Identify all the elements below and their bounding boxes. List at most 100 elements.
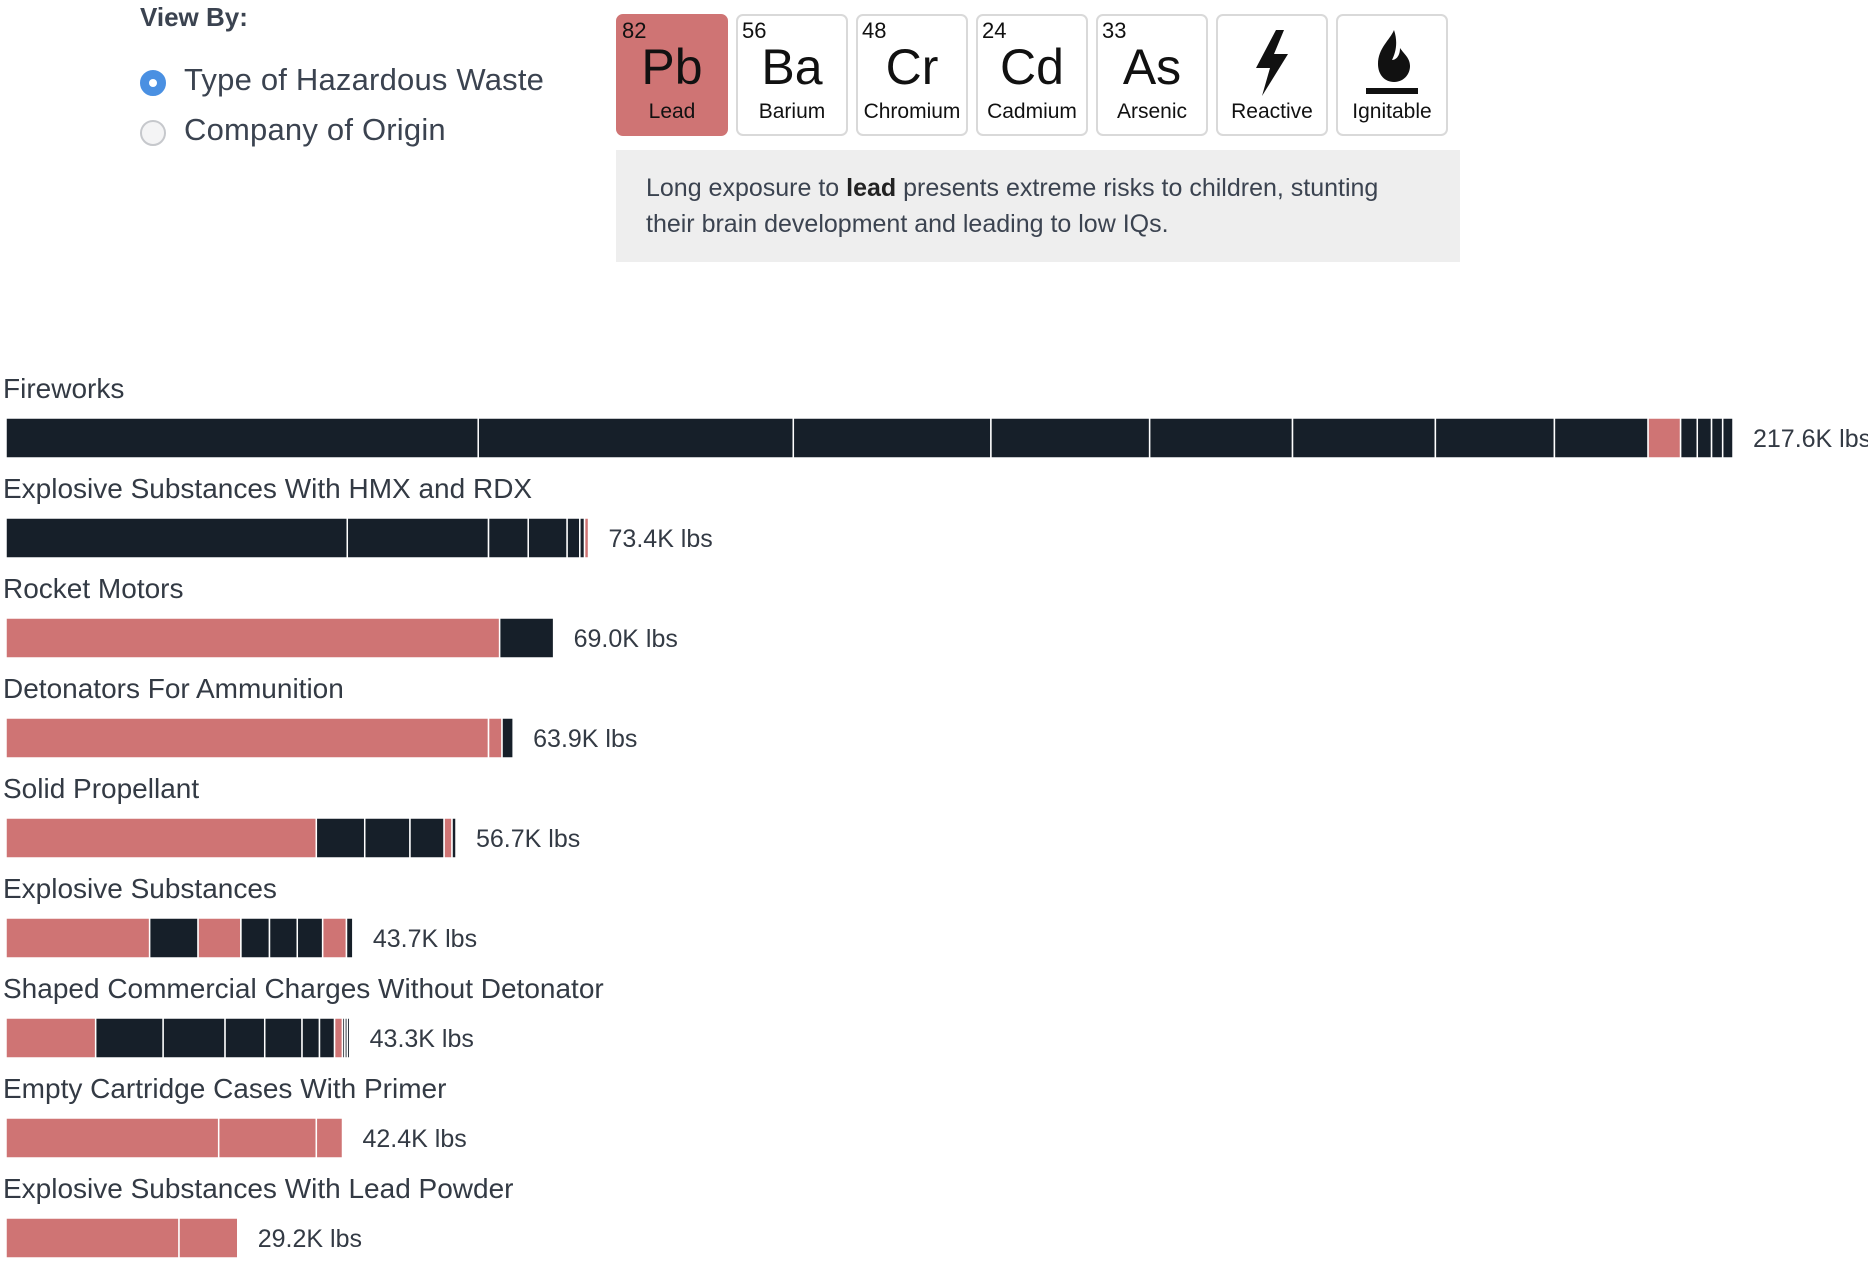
- atomic-number: 48: [862, 18, 887, 43]
- category-label: Explosive Substances: [3, 873, 277, 904]
- view-by-option-waste-type[interactable]: Type of Hazardous Waste: [140, 55, 544, 105]
- radio-button-unselected[interactable]: [140, 120, 166, 146]
- element-tile-chromium[interactable]: 48 Cr Chromium: [856, 14, 968, 136]
- bar-total-label: 42.4K lbs: [363, 1125, 467, 1153]
- bar-total-label: 56.7K lbs: [476, 825, 580, 853]
- hazard-tile-reactive[interactable]: Reactive: [1216, 14, 1328, 136]
- bar-segment-other: [501, 717, 514, 759]
- element-name: Chromium: [863, 100, 961, 123]
- bar-segment-other: [162, 1017, 226, 1059]
- atomic-number: 82: [622, 18, 647, 43]
- bar-segment-other: [451, 817, 457, 859]
- element-filter-tiles: 82 Pb Lead 56 Ba Barium 48 Cr Chromium 2…: [616, 14, 1456, 136]
- bar-segment-lead: [333, 1017, 344, 1059]
- view-by-option-label: Type of Hazardous Waste: [184, 62, 545, 97]
- bar-total-label: 43.7K lbs: [373, 925, 477, 953]
- element-name: Cadmium: [987, 100, 1077, 123]
- bar-segment-other: [566, 517, 581, 559]
- element-symbol: Pb: [641, 39, 703, 95]
- bar-segment-other: [315, 817, 366, 859]
- bar-segment-other: [263, 1017, 303, 1059]
- category-label: Solid Propellant: [3, 773, 199, 804]
- bar-segment-other: [1434, 417, 1556, 459]
- bar-segment-other: [1679, 417, 1699, 459]
- bar-segment-other: [1710, 417, 1724, 459]
- view-by-option-company[interactable]: Company of Origin: [140, 105, 544, 155]
- element-tile-lead[interactable]: 82 Pb Lead: [616, 14, 728, 136]
- bar-segment-other: [1553, 417, 1649, 459]
- bar-segment-lead: [5, 917, 151, 959]
- bar-segment-lead: [178, 1217, 239, 1259]
- bar-segment-other: [792, 417, 992, 459]
- radio-button-selected[interactable]: [140, 70, 166, 96]
- bar-segment-lead: [5, 617, 501, 659]
- flame-icon: [1338, 28, 1446, 98]
- bar-segment-other: [487, 517, 529, 559]
- hazard-name: Reactive: [1231, 100, 1313, 123]
- element-tile-cadmium[interactable]: 24 Cd Cadmium: [976, 14, 1088, 136]
- bar-segment-other: [409, 817, 445, 859]
- bar-segment-other: [94, 1017, 164, 1059]
- bar-segment-lead: [5, 817, 318, 859]
- bar-segment-lead: [5, 1017, 97, 1059]
- category-label: Shaped Commercial Charges Without Detona…: [3, 973, 604, 1004]
- category-label: Detonators For Ammunition: [3, 673, 344, 704]
- bar-total-label: 29.2K lbs: [258, 1225, 362, 1253]
- element-name: Arsenic: [1116, 100, 1188, 123]
- bar-segment-other: [5, 417, 479, 459]
- hazard-name: Ignitable: [1352, 100, 1432, 123]
- atomic-number: 56: [742, 18, 767, 43]
- bar-total-label: 69.0K lbs: [574, 625, 678, 653]
- bar-segment-lead: [583, 517, 590, 559]
- bar-segment-other: [363, 817, 411, 859]
- bar-total-label: 73.4K lbs: [609, 525, 713, 553]
- bar-segment-lead: [315, 1117, 344, 1159]
- description-text: Long exposure to: [646, 174, 847, 202]
- category-label: Empty Cartridge Cases With Primer: [3, 1073, 446, 1104]
- view-by-panel: View By: Type of Hazardous Waste Company…: [140, 2, 544, 155]
- element-tile-barium[interactable]: 56 Ba Barium: [736, 14, 848, 136]
- element-description: Long exposure to lead presents extreme r…: [616, 150, 1460, 262]
- bar-segment-other: [240, 917, 271, 959]
- bar-segment-other: [5, 517, 349, 559]
- lightning-bolt-icon: [1218, 28, 1326, 98]
- atomic-number: 24: [982, 18, 1007, 43]
- bar-segment-other: [346, 1017, 351, 1059]
- atomic-number: 33: [1102, 18, 1127, 43]
- bar-segment-other: [346, 517, 490, 559]
- bar-segment-other: [990, 417, 1151, 459]
- bar-segment-other: [1721, 417, 1734, 459]
- bar-total-label: 43.3K lbs: [370, 1025, 474, 1053]
- bar-segment-lead: [443, 817, 453, 859]
- hazard-tile-ignitable[interactable]: Ignitable: [1336, 14, 1448, 136]
- element-tile-arsenic[interactable]: 33 As Arsenic: [1096, 14, 1208, 136]
- category-label: Explosive Substances With HMX and RDX: [3, 473, 532, 504]
- element-name: Barium: [758, 100, 826, 123]
- bar-segment-lead: [5, 717, 490, 759]
- bar-segment-lead: [197, 917, 242, 959]
- bar-segment-other: [296, 917, 324, 959]
- description-highlight: lead: [846, 174, 897, 202]
- bar-segment-other: [1696, 417, 1713, 459]
- bar-segment-other: [301, 1017, 321, 1059]
- bar-total-label: 217.6K lbs: [1753, 425, 1868, 453]
- bar-segment-other: [1148, 417, 1294, 459]
- view-by-title: View By:: [140, 2, 248, 32]
- category-label: Rocket Motors: [3, 573, 184, 604]
- bar-segment-other: [224, 1017, 266, 1059]
- bar-segment-other: [148, 917, 199, 959]
- bar-segment-other: [498, 617, 555, 659]
- bar-segment-other: [268, 917, 299, 959]
- bar-segment-lead: [1647, 417, 1682, 459]
- bar-segment-other: [1291, 417, 1437, 459]
- bar-segment-lead: [217, 1117, 318, 1159]
- element-symbol: Cd: [1000, 39, 1064, 95]
- bar-segment-lead: [321, 917, 348, 959]
- category-label: Explosive Substances With Lead Powder: [3, 1173, 514, 1204]
- element-name: Lead: [648, 100, 696, 123]
- element-symbol: As: [1122, 39, 1182, 95]
- bar-segment-other: [318, 1017, 336, 1059]
- bar-segment-lead: [5, 1217, 180, 1259]
- element-symbol: Ba: [761, 39, 823, 95]
- hazardous-waste-bar-chart: Fireworks 217.6K lbs Explosive Substances …: [3, 373, 1868, 1259]
